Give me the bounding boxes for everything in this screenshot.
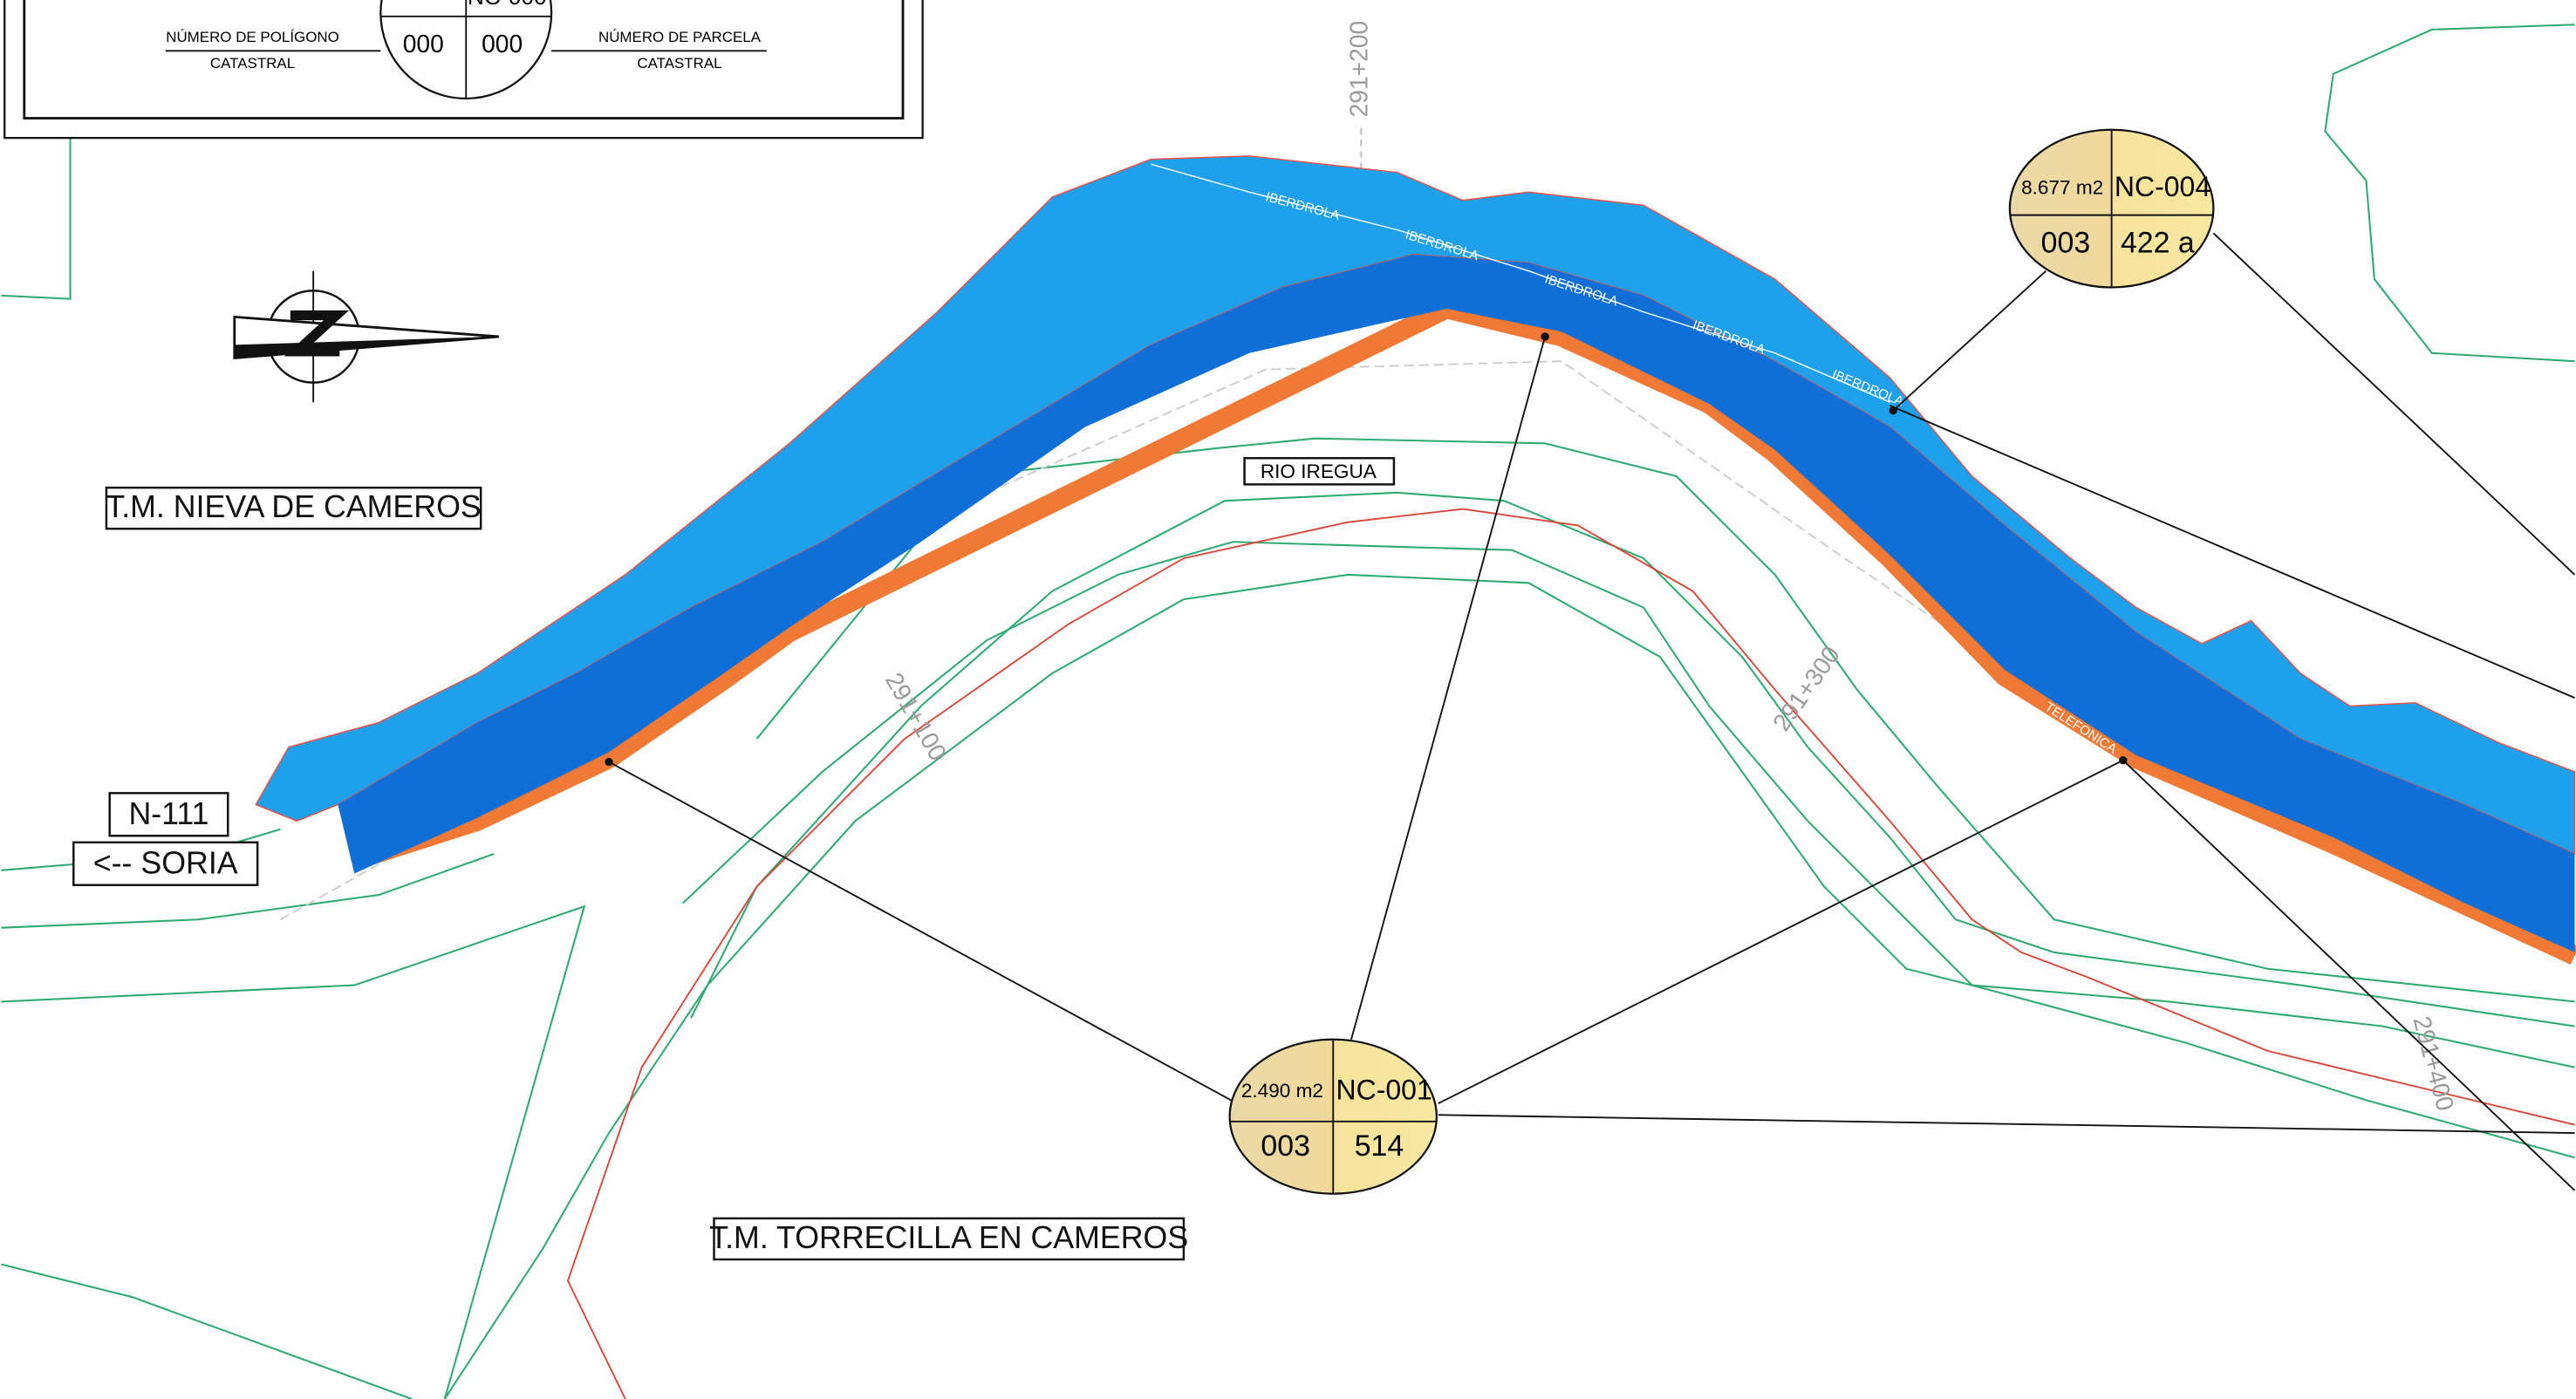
station-label: 291+200 xyxy=(1345,21,1373,118)
drawing-element xyxy=(72,841,259,886)
direction-label: <-- SORIA xyxy=(93,846,238,881)
drawing-element xyxy=(2324,24,2575,363)
expropriation-strip xyxy=(255,155,2576,965)
drawing-element xyxy=(443,573,2575,1399)
drawing-element xyxy=(2122,759,2576,1191)
drawing-element xyxy=(338,254,2575,952)
drawing-element xyxy=(566,508,2575,1399)
legend-text: CATASTRAL xyxy=(210,55,295,72)
parcel-area: 2.490 m2 xyxy=(1241,1080,1323,1102)
drawing-element xyxy=(1,138,72,300)
drawing-element xyxy=(1,904,586,1399)
drawing-element xyxy=(1541,332,1549,341)
drawing-element xyxy=(713,1217,1186,1261)
legend-text: NÚMERO DE PARCELA xyxy=(598,29,762,45)
drawing-element xyxy=(351,297,2576,965)
municipality-label: T.M. TORRECILLA EN CAMEROS xyxy=(709,1220,1188,1255)
parcel-leaders xyxy=(605,232,2576,1191)
drawing-element xyxy=(1892,270,2046,412)
north-arrow xyxy=(233,270,500,403)
station-label: 291+300 xyxy=(1766,641,1845,736)
map-labels: T.M. NIEVA DE CAMEROS T.M. TORRECILLA EN… xyxy=(72,457,1396,1261)
drawing-element xyxy=(2119,755,2128,765)
drawing-element xyxy=(1438,1114,2575,1134)
drawing-element xyxy=(1243,457,1396,486)
drawing-element xyxy=(682,541,2575,1068)
drawing-element xyxy=(1889,405,2575,699)
station-label: 291+400 xyxy=(2408,1013,2460,1114)
drawing-element xyxy=(605,757,613,767)
legend-text: 000 xyxy=(403,30,444,58)
legend-text: 000 xyxy=(482,30,523,58)
parcel-number: 422 a xyxy=(2121,226,2195,259)
legend-inner-frame xyxy=(23,0,905,119)
parcel-tag: 2.490 m2 NC-001 003 514 xyxy=(1228,1038,1438,1195)
drawing-element xyxy=(1,1263,413,1399)
drawing-element xyxy=(608,761,1247,1109)
parcel-polygon: 003 xyxy=(1261,1129,1310,1163)
parcel-tag: 8.677 m2 NC-004 003 422 a xyxy=(2008,128,2215,289)
parcel-polygon: 003 xyxy=(2041,226,2091,259)
drawing-element xyxy=(108,792,229,837)
drawing-element xyxy=(284,310,350,357)
drawing-element xyxy=(1350,336,1547,1040)
parcel-id: NC-004 xyxy=(2115,171,2210,202)
drawing-element xyxy=(690,491,2575,1027)
drawing-element xyxy=(1438,759,2124,1104)
river-label: RIO IREGUA xyxy=(1261,461,1377,482)
drawing-element xyxy=(2212,232,2576,576)
parcel-area: 8.677 m2 xyxy=(2021,176,2103,198)
parcel-id: NC-001 xyxy=(1336,1074,1432,1105)
legend-text: NC-000 xyxy=(468,0,547,10)
drawing-element xyxy=(1151,163,1890,403)
drawing-element xyxy=(1889,406,1897,415)
municipality-label: T.M. NIEVA DE CAMEROS xyxy=(106,489,481,524)
legend-text: CATASTRAL xyxy=(637,55,721,72)
drawing-element xyxy=(105,486,482,530)
road-label: N-111 xyxy=(128,796,208,831)
parcel-number: 514 xyxy=(1355,1129,1404,1163)
legend: NÚMERO DE POLÍGONO CATASTRAL NÚMERO DE P… xyxy=(3,0,924,140)
legend-text: NÚMERO DE POLÍGONO xyxy=(166,29,339,45)
drawing-element xyxy=(1,852,495,929)
